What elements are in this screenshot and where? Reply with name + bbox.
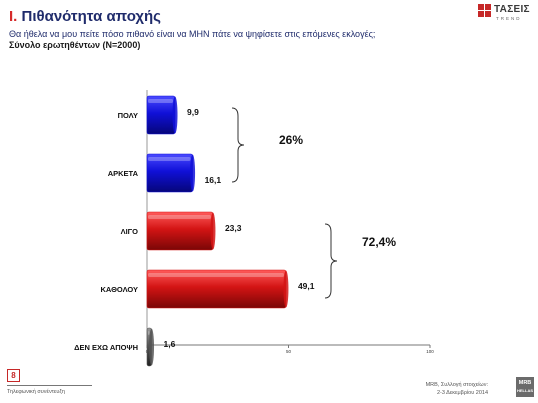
mrb-logo: MRB HELLAS: [516, 377, 534, 397]
category-label-1: ΑΡΚΕΤΑ: [108, 169, 139, 178]
value-label-0: 9,9: [187, 107, 199, 117]
bar-highlight-3: [148, 273, 284, 277]
sample-base: Σύνολο ερωτηθέντων (N=2000): [9, 40, 141, 50]
group-bracket-0: [231, 107, 245, 183]
category-label-4: ΔΕΝ ΕΧΩ ΑΠΟΨΗ: [74, 343, 138, 352]
bar-highlight-0: [148, 99, 174, 103]
value-axis-tick-label: 100: [426, 349, 434, 354]
logo-subword: TREND: [496, 16, 522, 21]
category-label-3: ΚΑΘΟΛΟΥ: [100, 285, 138, 294]
question-text: Θα ήθελα να μου πείτε πόσο πιθανό είναι …: [9, 29, 376, 39]
category-label-0: ΠΟΛΥ: [118, 111, 138, 120]
bar-highlight-1: [148, 157, 191, 161]
page-title: I. Πιθανότητα αποχής: [9, 8, 161, 25]
bar-cap-2: [210, 212, 216, 250]
value-label-4: 1,6: [164, 339, 176, 349]
bar-cap-0: [172, 96, 178, 134]
bar-highlight-2: [148, 215, 211, 219]
footer-source-line2: 2-3 Δεκεμβρίου 2014: [436, 390, 488, 396]
title-number: I.: [9, 8, 18, 25]
footer-source-line1: MRB, Συλλογή στοιχείων:: [425, 382, 488, 388]
bar-cap-3: [283, 270, 289, 308]
group-total-label-0: 26%: [279, 133, 303, 147]
value-label-1: 16,1: [205, 175, 222, 185]
bar-cap-4: [149, 328, 155, 366]
bar-highlight-4: [148, 331, 150, 335]
group-bracket-1: [324, 223, 338, 299]
mrb-logo-sub: HELLAS: [517, 388, 533, 393]
value-axis-tick-label: 50: [286, 349, 292, 354]
logo-word: ΤΑΣΕΙΣ: [494, 4, 530, 15]
footer-method: Τηλεφωνική συνέντευξη: [7, 389, 65, 395]
bar-cap-1: [190, 154, 196, 192]
logo-grid-icon: [478, 4, 491, 17]
value-label-2: 23,3: [225, 223, 242, 233]
value-label-3: 49,1: [298, 281, 315, 291]
mrb-logo-word: MRB: [518, 380, 532, 386]
footer-divider: [7, 385, 92, 386]
tasis-logo: ΤΑΣΕΙΣ TREND: [478, 4, 534, 24]
group-total-label-1: 72,4%: [362, 235, 396, 249]
footer-source: MRB, Συλλογή στοιχείων: 2-3 Δεκεμβρίου 2…: [426, 381, 488, 397]
page-number: 8: [7, 369, 20, 382]
title-text: Πιθανότητα αποχής: [21, 8, 161, 25]
category-label-2: ΛΙΓΟ: [121, 227, 139, 236]
